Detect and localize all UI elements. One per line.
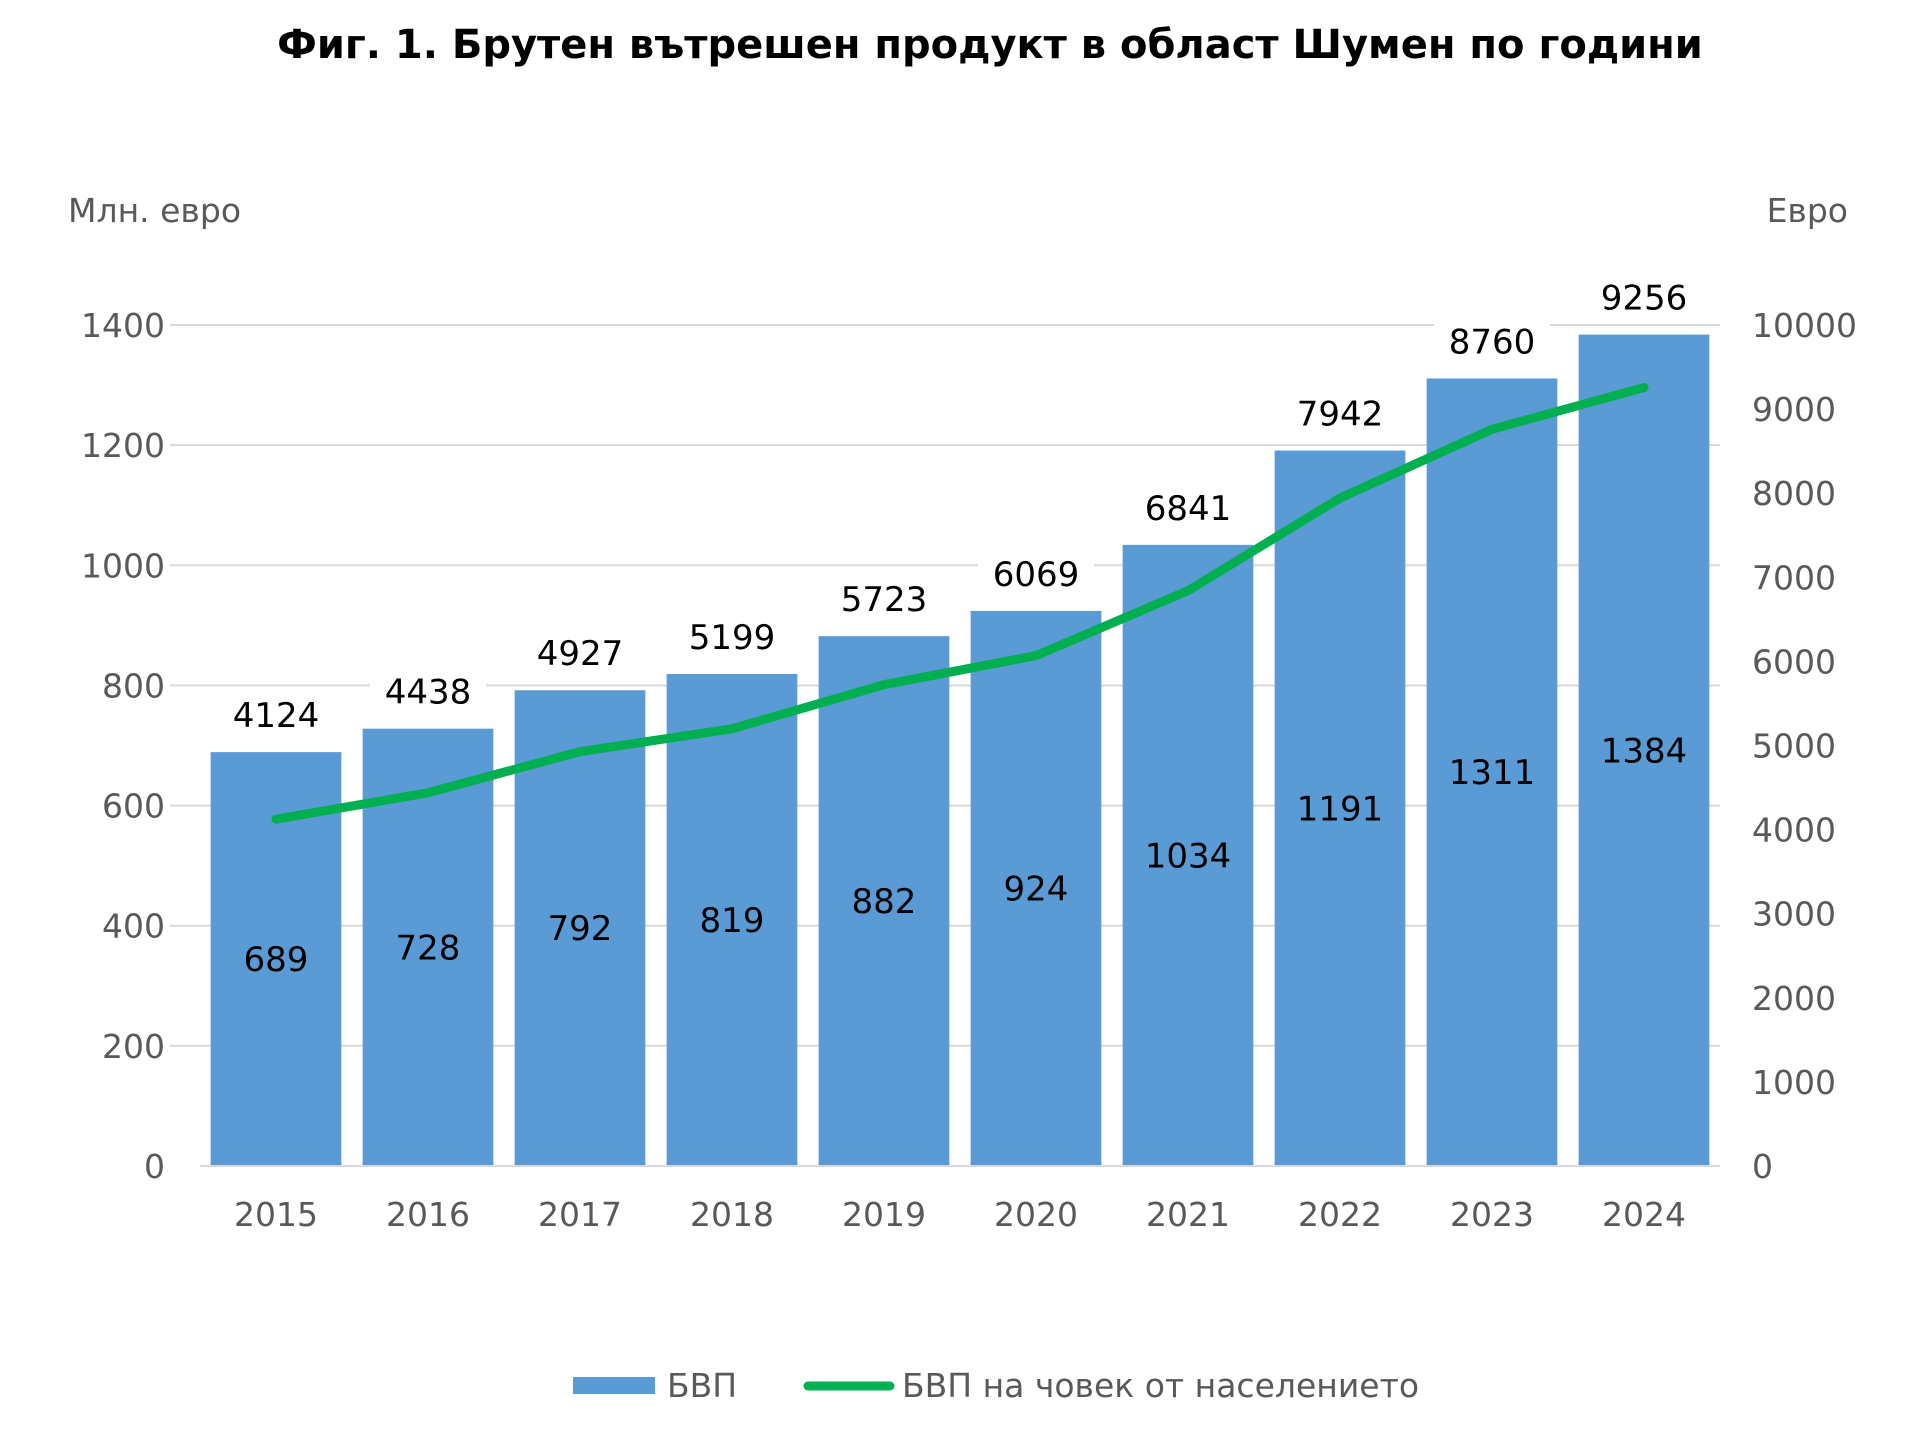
line-value-label: 6841 [1145, 489, 1232, 529]
x-tick-label: 2017 [538, 1195, 622, 1234]
line-value-label: 6069 [993, 555, 1080, 595]
x-tick-label: 2020 [994, 1195, 1078, 1234]
bar-value-label: 728 [396, 928, 461, 968]
line-value-label: 4438 [385, 673, 472, 713]
left-tick-label: 1200 [81, 426, 165, 465]
chart-title: Фиг. 1. Брутен вътрешен продукт в област… [277, 22, 1703, 68]
bar-value-label: 689 [244, 940, 309, 980]
right-tick-label: 0 [1752, 1147, 1773, 1186]
line-label-bg [218, 693, 334, 738]
legend-bar-swatch [573, 1377, 655, 1394]
bar-2018 [666, 674, 798, 1166]
bar-value-label: 1191 [1297, 789, 1384, 829]
line-label-bg [1130, 485, 1246, 530]
bar-value-label: 1384 [1601, 731, 1688, 771]
line-value-label: 4124 [233, 696, 320, 736]
left-tick-label: 600 [102, 787, 165, 826]
line-value-label: 9256 [1601, 279, 1688, 319]
right-tick-label: 3000 [1752, 895, 1836, 934]
bar-value-label: 819 [700, 901, 765, 941]
left-tick-label: 0 [144, 1147, 165, 1186]
legend-line-label: БВП на човек от населението [902, 1366, 1419, 1405]
x-tick-label: 2016 [386, 1195, 470, 1234]
bar-2021 [1122, 544, 1254, 1166]
legend: БВП БВП на човек от населението [573, 1366, 1419, 1405]
bar-value-label: 1311 [1449, 753, 1536, 793]
line-label-bg [522, 631, 638, 676]
line-label-bg [1282, 391, 1398, 436]
x-tick-label: 2022 [1298, 1195, 1382, 1234]
x-tick-label: 2021 [1146, 1195, 1230, 1234]
left-tick-label: 200 [102, 1027, 165, 1066]
right-tick-label: 6000 [1752, 642, 1836, 681]
bar-2024 [1578, 334, 1710, 1166]
right-tick-label: 8000 [1752, 474, 1836, 513]
line-value-label: 5199 [689, 618, 776, 658]
line-value-label: 8760 [1449, 322, 1536, 362]
line-label-bg [1586, 275, 1702, 320]
right-axis-unit: Евро [1767, 191, 1848, 230]
line-value-label: 5723 [841, 580, 928, 620]
line-label-bg [826, 577, 942, 622]
line-value-label: 4927 [537, 634, 624, 674]
right-tick-label: 4000 [1752, 811, 1836, 850]
line-label-bg [674, 615, 790, 660]
bar-value-label: 882 [852, 882, 917, 922]
left-tick-label: 800 [102, 666, 165, 705]
bar-2023 [1426, 378, 1558, 1166]
line-label-bg [978, 551, 1094, 596]
bar-value-label: 924 [1004, 869, 1069, 909]
left-tick-label: 1000 [81, 546, 165, 585]
legend-bar-label: БВП [667, 1366, 737, 1405]
x-tick-label: 2024 [1602, 1195, 1686, 1234]
bar-value-label: 1034 [1145, 836, 1232, 876]
x-tick-label: 2015 [234, 1195, 318, 1234]
x-tick-label: 2023 [1450, 1195, 1534, 1234]
bar-2019 [818, 636, 950, 1166]
line-label-bg [370, 669, 486, 714]
right-tick-label: 9000 [1752, 390, 1836, 429]
bar-2022 [1274, 450, 1406, 1166]
right-tick-label: 7000 [1752, 558, 1836, 597]
right-tick-label: 5000 [1752, 727, 1836, 766]
x-tick-label: 2019 [842, 1195, 926, 1234]
bar-series [210, 334, 1710, 1166]
bar-value-label: 792 [548, 909, 613, 949]
data-labels: 689 728 792 819 882 924 1034 1191 1311 1384 4124 44… [218, 275, 1702, 980]
bar-2017 [514, 690, 646, 1166]
bar-2020 [970, 610, 1102, 1166]
line-series [271, 383, 1649, 824]
x-tick-label: 2018 [690, 1195, 774, 1234]
axes: 0 200 400 600 800 1000 1200 1400 0 1000 2000 3000 40… [81, 306, 1857, 1234]
left-axis-unit: Млн. евро [68, 191, 241, 230]
right-tick-label: 1000 [1752, 1063, 1836, 1102]
right-tick-label: 2000 [1752, 979, 1836, 1018]
line-value-label: 7942 [1297, 395, 1384, 435]
left-tick-label: 400 [102, 907, 165, 946]
left-tick-label: 1400 [81, 306, 165, 345]
right-tick-label: 10000 [1752, 306, 1857, 345]
line-label-bg [1434, 319, 1550, 364]
line-per-capita [271, 383, 1649, 824]
